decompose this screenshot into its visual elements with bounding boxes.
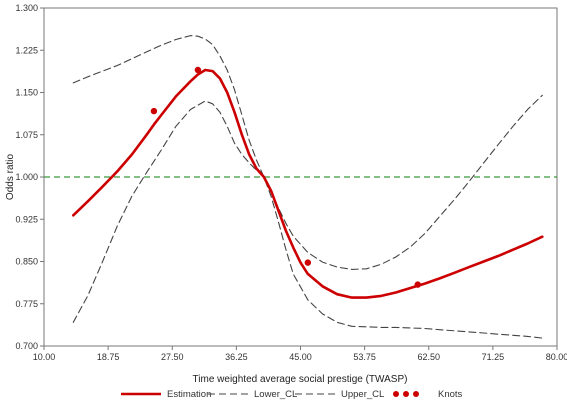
y-tick-label: 0.700 [15, 341, 38, 351]
x-tick-label: 10.00 [33, 352, 56, 362]
knot-point [304, 259, 312, 266]
x-tick-label: 53.75 [353, 352, 376, 362]
knot-point [194, 66, 202, 74]
y-tick-label: 1.075 [15, 130, 38, 140]
legend-label: Upper_CL [341, 389, 384, 400]
y-axis: 0.700 0.775 0.850 0.925 1.000 1.075 1.150 1.225… [15, 3, 44, 351]
x-tick-label: 18.75 [97, 352, 120, 362]
x-tick-label: 62.50 [417, 352, 440, 362]
y-tick-label: 1.000 [15, 172, 38, 182]
legend-label: Lower_CL [254, 389, 297, 400]
y-tick-label: 1.225 [15, 45, 38, 55]
knot-point [150, 107, 158, 115]
y-tick-label: 0.925 [15, 214, 38, 224]
y-tick-label: 1.300 [15, 3, 38, 13]
y-axis-title: Odds ratio [5, 153, 16, 200]
x-axis: 10.00 18.75 27.50 36.25 45.00 53.75 62.50 71.25… [33, 346, 567, 362]
legend-label: Estimation [167, 389, 211, 400]
legend-knot-marker [413, 391, 419, 397]
x-tick-label: 80.00 [546, 352, 567, 362]
series-group [72, 35, 544, 339]
series-estimation [72, 68, 544, 299]
knot-point [414, 281, 421, 288]
x-tick-label: 71.25 [482, 352, 505, 362]
y-tick-label: 0.850 [15, 257, 38, 267]
y-tick-label: 0.775 [15, 299, 38, 309]
knots-group [150, 66, 421, 288]
x-tick-label: 27.50 [161, 352, 184, 362]
series-lower-cl [72, 100, 543, 339]
x-axis-title: Time weighted average social prestige (T… [193, 374, 408, 385]
x-tick-label: 36.25 [225, 352, 248, 362]
x-tick-label: 45.00 [289, 352, 312, 362]
plot-frame [43, 7, 558, 347]
legend-knot-marker [403, 391, 409, 397]
legend: Estimation Lower_CL Upper_CL Knots [121, 389, 463, 400]
y-tick-label: 1.150 [15, 88, 38, 98]
legend-knot-marker [393, 391, 399, 397]
legend-label: Knots [438, 389, 463, 400]
